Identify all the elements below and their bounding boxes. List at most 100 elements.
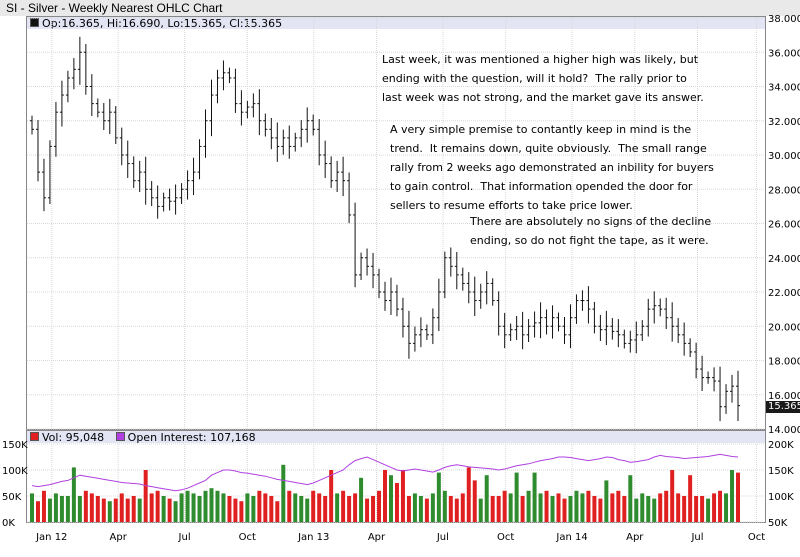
volume-bar [400, 470, 405, 522]
volume-left-axis-label: 100K [2, 466, 28, 477]
volume-left-axis-label: 150K [2, 440, 28, 451]
volume-bar [377, 490, 382, 522]
volume-bar [371, 496, 376, 522]
annotation-2: A very simple premise to contantly keep … [390, 123, 714, 212]
volume-bar [203, 490, 208, 522]
volume-bar [412, 493, 417, 522]
volume-bar [508, 493, 513, 522]
volume-bar [233, 498, 238, 522]
volume-bar [341, 490, 346, 522]
price-axis-label: 14.000 [768, 425, 800, 436]
volume-bar [383, 470, 387, 522]
price-axis-label: 24.000 [768, 254, 800, 265]
volume-bar [610, 493, 615, 522]
volume-bar [424, 498, 429, 522]
x-axis-label: Oct [748, 532, 765, 543]
oi-legend-swatch [115, 432, 125, 441]
volume-bar [484, 475, 489, 522]
chart-header [0, 0, 800, 16]
volume-bar [676, 493, 681, 522]
volume-bar [616, 490, 621, 522]
volume-bar [95, 496, 100, 522]
volume-bar [30, 493, 34, 522]
volume-bar [394, 483, 399, 522]
price-legend-swatch [30, 18, 39, 27]
volume-bar [592, 496, 597, 522]
price-axis-label: 32.000 [768, 117, 800, 128]
volume-bar [311, 490, 316, 522]
price-axis-label: 38.000 [768, 14, 800, 25]
volume-bar [119, 493, 124, 522]
volume-bar [688, 475, 693, 522]
volume-bar [496, 496, 501, 522]
volume-bar [580, 493, 585, 522]
volume-bar [526, 490, 531, 522]
price-axis-label: 28.000 [768, 185, 800, 196]
volume-bar [628, 475, 633, 522]
volume-bar [221, 493, 226, 522]
x-axis-label: Jul [178, 532, 191, 543]
volume-bar [460, 493, 465, 522]
volume-right-axis-label: 150K [768, 466, 794, 477]
volume-bar [448, 496, 453, 522]
volume-bar [239, 501, 244, 522]
volume-left-axis-label: 0K [2, 518, 15, 529]
volume-bar [137, 498, 142, 522]
volume-bar [263, 493, 268, 522]
volume-bar [47, 498, 52, 522]
price-axis-label: 34.000 [768, 83, 800, 94]
volume-bar [197, 496, 202, 522]
volume-bar [550, 496, 555, 522]
price-axis-label: 36.000 [768, 48, 800, 59]
price-axis-label: 18.000 [768, 357, 800, 368]
volume-bar [646, 496, 651, 522]
price-axis-label: 26.000 [768, 220, 800, 231]
volume-bar [59, 496, 64, 522]
x-axis-label: Oct [239, 532, 256, 543]
volume-bar [179, 493, 184, 522]
volume-bar [664, 490, 669, 522]
last-price-tag [766, 401, 800, 413]
volume-right-axis-label: 50K [768, 518, 788, 529]
volume-bar [215, 490, 220, 522]
volume-bar [347, 496, 352, 522]
x-axis-label: Oct [497, 532, 514, 543]
volume-bar [466, 467, 471, 522]
annotation-3: There are absolutely no signs of the dec… [470, 215, 712, 247]
volume-bar [53, 493, 58, 522]
volume-right-axis-label: 100K [768, 492, 794, 503]
x-axis-label: Apr [368, 532, 386, 543]
volume-bar [101, 498, 106, 522]
volume-bar [269, 496, 274, 522]
volume-bar [514, 472, 519, 522]
x-axis-label: Jul [436, 532, 449, 543]
volume-bar [556, 493, 561, 522]
volume-bar [125, 498, 130, 522]
volume-bar [287, 490, 292, 522]
volume-bar [335, 493, 340, 522]
volume-bar [107, 501, 112, 522]
volume-bar [113, 498, 118, 522]
volume-bar [724, 493, 729, 522]
volume-bar [83, 490, 88, 522]
volume-bar [640, 493, 645, 522]
volume-bar [71, 467, 76, 522]
volume-bar [586, 490, 591, 522]
volume-left-axis-label: 50K [2, 492, 22, 503]
volume-legend-bar [27, 431, 765, 443]
volume-bar [227, 496, 232, 522]
x-axis-label: Jul [690, 532, 703, 543]
volume-bar [604, 480, 609, 522]
price-axis-label: 22.000 [768, 288, 800, 299]
chart-title: SI - Silver - Weekly Nearest OHLC Chart [6, 1, 223, 15]
price-legend-text: Op:16.365, Hi:16.690, Lo:15.365, Cl:15.3… [42, 17, 283, 30]
volume-bar [706, 498, 711, 522]
volume-bar [167, 498, 172, 522]
volume-bar [712, 493, 717, 522]
volume-bar [281, 464, 286, 522]
volume-bar [191, 493, 196, 522]
volume-bar [478, 498, 483, 522]
volume-bar [562, 498, 567, 522]
volume-bar [275, 501, 280, 522]
volume-bar [430, 493, 435, 522]
